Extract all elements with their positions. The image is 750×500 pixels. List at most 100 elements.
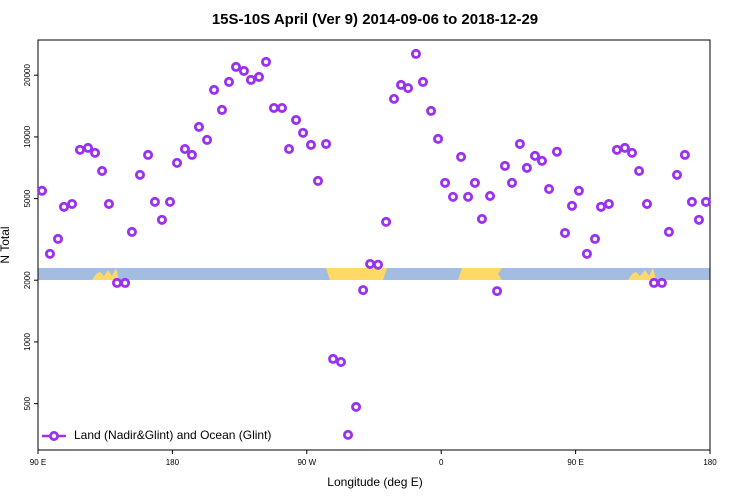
point bbox=[693, 214, 704, 225]
point bbox=[37, 185, 48, 196]
legend-label: Land (Nadir&Glint) and Ocean (Glint) bbox=[74, 428, 271, 442]
land bbox=[628, 268, 656, 280]
point bbox=[456, 151, 467, 162]
point bbox=[111, 277, 122, 288]
point bbox=[686, 196, 697, 207]
point bbox=[567, 200, 578, 211]
point bbox=[149, 196, 160, 207]
point bbox=[328, 353, 339, 364]
y-tick-label: 1000 bbox=[23, 332, 32, 350]
legend-marker bbox=[49, 430, 60, 441]
x-tick-label: 90 E bbox=[30, 458, 46, 467]
point bbox=[403, 83, 414, 94]
point bbox=[231, 61, 242, 72]
point bbox=[433, 133, 444, 144]
land-ocean-strip bbox=[38, 268, 710, 280]
point bbox=[305, 139, 316, 150]
point bbox=[179, 144, 190, 155]
point bbox=[284, 144, 295, 155]
x-tick-label: 90 W bbox=[297, 458, 316, 467]
point bbox=[595, 201, 606, 212]
point bbox=[335, 357, 346, 368]
point bbox=[298, 127, 309, 138]
point bbox=[492, 286, 503, 297]
point bbox=[417, 76, 428, 87]
point bbox=[186, 149, 197, 160]
point bbox=[410, 48, 421, 59]
point bbox=[521, 162, 532, 173]
point bbox=[634, 165, 645, 176]
point bbox=[291, 114, 302, 125]
point bbox=[321, 138, 332, 149]
point bbox=[172, 157, 183, 168]
point bbox=[268, 102, 279, 113]
point bbox=[351, 401, 362, 412]
point bbox=[381, 216, 392, 227]
point bbox=[663, 226, 674, 237]
point bbox=[603, 198, 614, 209]
y-axis-label: N Total bbox=[0, 226, 12, 263]
point bbox=[343, 429, 354, 440]
point bbox=[277, 102, 288, 113]
point bbox=[90, 147, 101, 158]
point bbox=[551, 146, 562, 157]
point bbox=[440, 177, 451, 188]
point bbox=[83, 142, 94, 153]
point bbox=[261, 56, 272, 67]
x-axis-label: Longitude (deg E) bbox=[327, 475, 422, 489]
point bbox=[254, 71, 265, 82]
point bbox=[202, 134, 213, 145]
point bbox=[529, 150, 540, 161]
point bbox=[573, 185, 584, 196]
y-tick-label: 500 bbox=[23, 396, 32, 410]
point bbox=[223, 76, 234, 87]
point bbox=[245, 74, 256, 85]
point bbox=[389, 93, 400, 104]
y-tick-label: 20000 bbox=[23, 64, 32, 87]
plot-frame bbox=[37, 39, 711, 451]
point bbox=[499, 160, 510, 171]
point bbox=[143, 149, 154, 160]
point bbox=[209, 84, 220, 95]
point bbox=[463, 191, 474, 202]
point bbox=[700, 196, 711, 207]
point bbox=[97, 165, 108, 176]
point bbox=[476, 213, 487, 224]
point bbox=[619, 142, 630, 153]
point bbox=[544, 184, 555, 195]
point bbox=[426, 105, 437, 116]
y-tick-label: 10000 bbox=[23, 125, 32, 148]
point bbox=[671, 169, 682, 180]
point bbox=[627, 147, 638, 158]
point bbox=[469, 177, 480, 188]
point bbox=[156, 214, 167, 225]
x-tick-label: 180 bbox=[166, 458, 180, 467]
point bbox=[74, 144, 85, 155]
point bbox=[358, 285, 369, 296]
point bbox=[656, 277, 667, 288]
point bbox=[590, 233, 601, 244]
point bbox=[238, 65, 249, 76]
point bbox=[611, 144, 622, 155]
point bbox=[120, 277, 131, 288]
x-tick-label: 180 bbox=[703, 458, 717, 467]
point bbox=[165, 196, 176, 207]
point bbox=[216, 104, 227, 115]
point bbox=[447, 191, 458, 202]
point bbox=[514, 138, 525, 149]
point bbox=[312, 175, 323, 186]
point bbox=[193, 121, 204, 132]
land bbox=[92, 268, 119, 280]
point bbox=[67, 198, 78, 209]
point bbox=[58, 201, 69, 212]
point bbox=[537, 155, 548, 166]
point bbox=[641, 198, 652, 209]
point bbox=[506, 177, 517, 188]
point bbox=[485, 190, 496, 201]
land bbox=[458, 268, 502, 280]
point bbox=[103, 198, 114, 209]
point bbox=[559, 227, 570, 238]
point bbox=[44, 248, 55, 259]
point bbox=[373, 259, 384, 270]
point bbox=[126, 226, 137, 237]
